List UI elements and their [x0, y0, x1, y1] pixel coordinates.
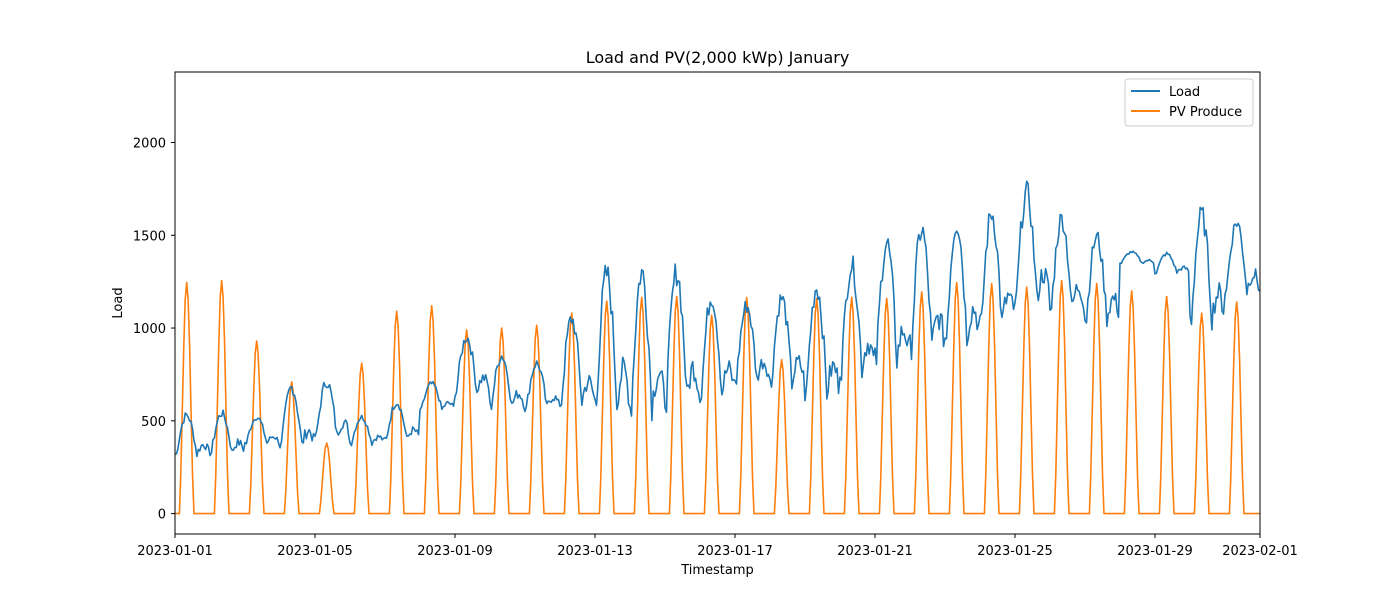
y-tick-label: 1500: [133, 229, 166, 244]
x-tick-label: 2023-01-01: [137, 544, 213, 559]
x-tick-label: 2023-01-17: [697, 544, 773, 559]
x-tick-label: 2023-01-25: [977, 544, 1053, 559]
plot-frame: [174, 71, 1261, 535]
x-tick-label: 2023-01-13: [557, 544, 633, 559]
x-axis: 2023-01-01 2023-01-05 2023-01-09 2023-01-13…: [137, 534, 1298, 559]
legend-label-pv: PV Produce: [1169, 105, 1242, 120]
x-tick-label: 2023-01-21: [837, 544, 913, 559]
series-line-pv-produce: [175, 279, 1260, 515]
legend-label-load: Load: [1169, 85, 1200, 100]
x-tick-label: 2023-01-29: [1117, 544, 1193, 559]
series-line-load: [175, 180, 1260, 458]
y-axis: 0 500 1000 1500 2000: [133, 137, 175, 523]
y-tick-label: 2000: [133, 137, 166, 152]
y-tick-label: 500: [141, 415, 166, 430]
x-tick-label: 2023-02-01: [1222, 544, 1298, 559]
y-axis-label: Load: [111, 287, 126, 318]
x-axis-label: Timestamp: [680, 563, 754, 578]
y-tick-label: 0: [158, 508, 166, 523]
x-tick-label: 2023-01-09: [417, 544, 493, 559]
x-tick-label: 2023-01-05: [277, 544, 353, 559]
plot-area: [175, 180, 1260, 515]
chart-title: Load and PV(2,000 kWp) January: [586, 48, 850, 67]
y-tick-label: 1000: [133, 322, 166, 337]
legend: Load PV Produce: [1124, 78, 1254, 127]
